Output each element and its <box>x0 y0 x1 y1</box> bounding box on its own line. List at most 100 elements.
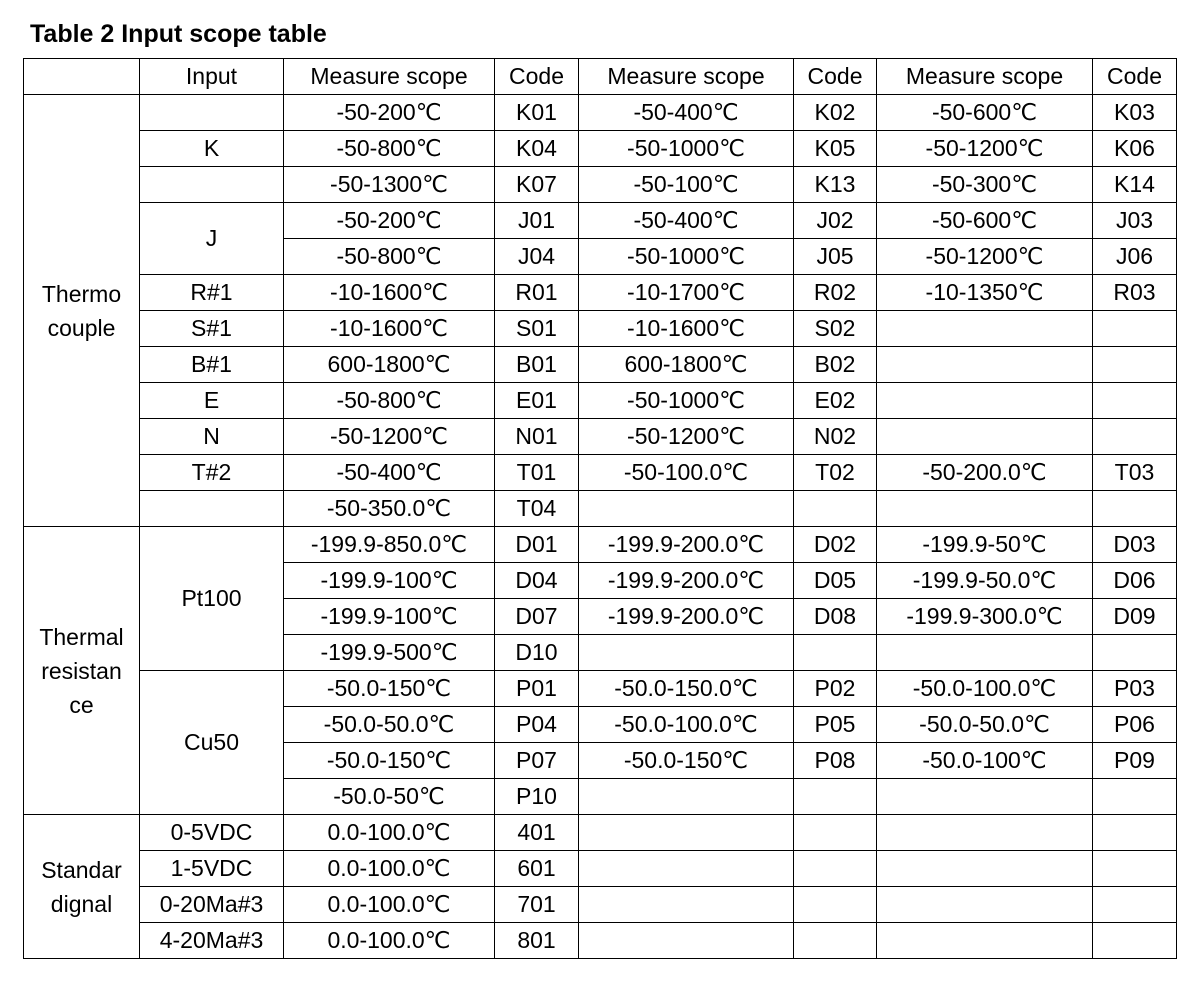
code-cell: T01 <box>494 454 579 491</box>
header-cell: Code <box>1092 58 1177 95</box>
table-row: -50.0-50℃ P10 <box>24 778 1177 815</box>
code-cell: S01 <box>494 310 579 347</box>
scope-cell: -50-350.0℃ <box>283 490 495 527</box>
code-cell: J06 <box>1092 238 1177 275</box>
code-cell: K13 <box>793 166 877 203</box>
scope-cell: -50-1200℃ <box>283 418 495 455</box>
empty-cell <box>578 886 794 923</box>
code-cell: 801 <box>494 922 579 959</box>
scope-cell: -50-400℃ <box>283 454 495 491</box>
empty-cell <box>793 850 877 887</box>
empty-cell <box>793 490 877 527</box>
scope-cell: -199.9-200.0℃ <box>578 598 794 635</box>
input-label: B#1 <box>139 346 284 383</box>
empty-cell <box>1092 886 1177 923</box>
scope-cell: -50-600℃ <box>876 202 1093 239</box>
table-row: B#1 600-1800℃ B01 600-1800℃ B02 <box>24 346 1177 383</box>
code-cell: J02 <box>793 202 877 239</box>
input-label: T#2 <box>139 454 284 491</box>
scope-cell: -50-100℃ <box>578 166 794 203</box>
code-cell: K14 <box>1092 166 1177 203</box>
scope-cell: -50.0-100.0℃ <box>876 670 1093 707</box>
empty-cell <box>578 490 794 527</box>
code-cell: P08 <box>793 742 877 779</box>
table-row: 1-5VDC 0.0-100.0℃ 601 <box>24 850 1177 887</box>
scope-cell: -50.0-100℃ <box>876 742 1093 779</box>
input-label: R#1 <box>139 274 284 311</box>
scope-cell: -50.0-50.0℃ <box>283 706 495 743</box>
table-row: Input Measure scope Code Measure scope Code M… <box>23 58 1177 95</box>
table-row: N -50-1200℃ N01 -50-1200℃ N02 <box>24 418 1177 455</box>
table-row: Cu50 -50.0-150℃ P01 -50.0-150.0℃ P02 -50.0-10… <box>24 670 1177 815</box>
code-cell: 401 <box>494 814 579 851</box>
input-label: N <box>139 418 284 455</box>
scope-cell: -50-1200℃ <box>876 130 1093 167</box>
scope-cell: 0.0-100.0℃ <box>283 886 495 923</box>
scope-cell: -50.0-50℃ <box>283 778 495 815</box>
scope-cell: -50-1200℃ <box>578 418 794 455</box>
scope-cell: -50.0-150℃ <box>283 670 495 707</box>
code-cell: B02 <box>793 346 877 383</box>
group-label: Thermo couple <box>23 94 140 527</box>
empty-cell <box>876 418 1093 455</box>
code-cell: D07 <box>494 598 579 635</box>
empty-cell <box>578 634 794 671</box>
table-row: J -50-200℃ J01 -50-400℃ J02 -50-600℃ J03 <box>24 202 1177 275</box>
empty-cell <box>793 922 877 959</box>
empty-cell <box>1092 922 1177 959</box>
scope-cell: -50.0-150.0℃ <box>578 670 794 707</box>
empty-cell <box>139 166 284 203</box>
scope-cell: -199.9-50.0℃ <box>876 562 1093 599</box>
empty-cell <box>1092 310 1177 347</box>
table-row: K -50-800℃ K04 -50-1000℃ K05 -50-1200℃ K06 <box>24 130 1177 167</box>
input-label: 1-5VDC <box>139 850 284 887</box>
empty-cell <box>1092 490 1177 527</box>
scope-cell: -50-300℃ <box>876 166 1093 203</box>
table-row: S#1 -10-1600℃ S01 -10-1600℃ S02 <box>24 310 1177 347</box>
code-cell: K04 <box>494 130 579 167</box>
header-cell: Measure scope <box>578 58 794 95</box>
code-cell: R02 <box>793 274 877 311</box>
code-cell: R01 <box>494 274 579 311</box>
empty-cell <box>876 310 1093 347</box>
input-label: Cu50 <box>139 670 284 815</box>
code-cell: P05 <box>793 706 877 743</box>
empty-cell <box>1092 346 1177 383</box>
code-cell: D08 <box>793 598 877 635</box>
code-cell: K03 <box>1092 94 1177 131</box>
code-cell: P02 <box>793 670 877 707</box>
header-cell: Code <box>793 58 877 95</box>
table-row: Standar dignal 0-5VDC 0.0-100.0℃ 401 <box>23 814 1177 959</box>
table-row: -199.9-100℃ D07 -199.9-200.0℃ D08 -199.9-300… <box>24 598 1177 635</box>
scope-cell: -10-1600℃ <box>578 310 794 347</box>
input-scope-table: Input Measure scope Code Measure scope Code M… <box>23 58 1177 959</box>
scope-cell: -10-1600℃ <box>283 310 495 347</box>
scope-cell: -50-1000℃ <box>578 238 794 275</box>
table-row: -50-1300℃ K07 -50-100℃ K13 -50-300℃ K14 <box>24 166 1177 203</box>
scope-cell: 600-1800℃ <box>578 346 794 383</box>
code-cell: K02 <box>793 94 877 131</box>
header-cell: Code <box>494 58 579 95</box>
code-cell: J05 <box>793 238 877 275</box>
empty-cell <box>876 382 1093 419</box>
scope-cell: -50-400℃ <box>578 94 794 131</box>
table-row: R#1 -10-1600℃ R01 -10-1700℃ R02 -10-1350℃ R03 <box>24 274 1177 311</box>
empty-cell <box>876 778 1093 815</box>
table-row: -50.0-50.0℃ P04 -50.0-100.0℃ P05 -50.0-50.0℃… <box>24 706 1177 743</box>
scope-cell: -199.9-100℃ <box>283 562 495 599</box>
scope-cell: -50-200.0℃ <box>876 454 1093 491</box>
scope-cell: 0.0-100.0℃ <box>283 922 495 959</box>
code-cell: P04 <box>494 706 579 743</box>
scope-cell: -50.0-150℃ <box>283 742 495 779</box>
scope-cell: 0.0-100.0℃ <box>283 850 495 887</box>
code-cell: D10 <box>494 634 579 671</box>
code-cell: K01 <box>494 94 579 131</box>
input-label: 0-5VDC <box>139 814 284 851</box>
scope-cell: -199.9-300.0℃ <box>876 598 1093 635</box>
empty-cell <box>139 490 284 527</box>
table-body: Input Measure scope Code Measure scope Code M… <box>23 58 1177 959</box>
code-cell: J04 <box>494 238 579 275</box>
code-cell: D01 <box>494 526 579 563</box>
empty-cell <box>876 634 1093 671</box>
